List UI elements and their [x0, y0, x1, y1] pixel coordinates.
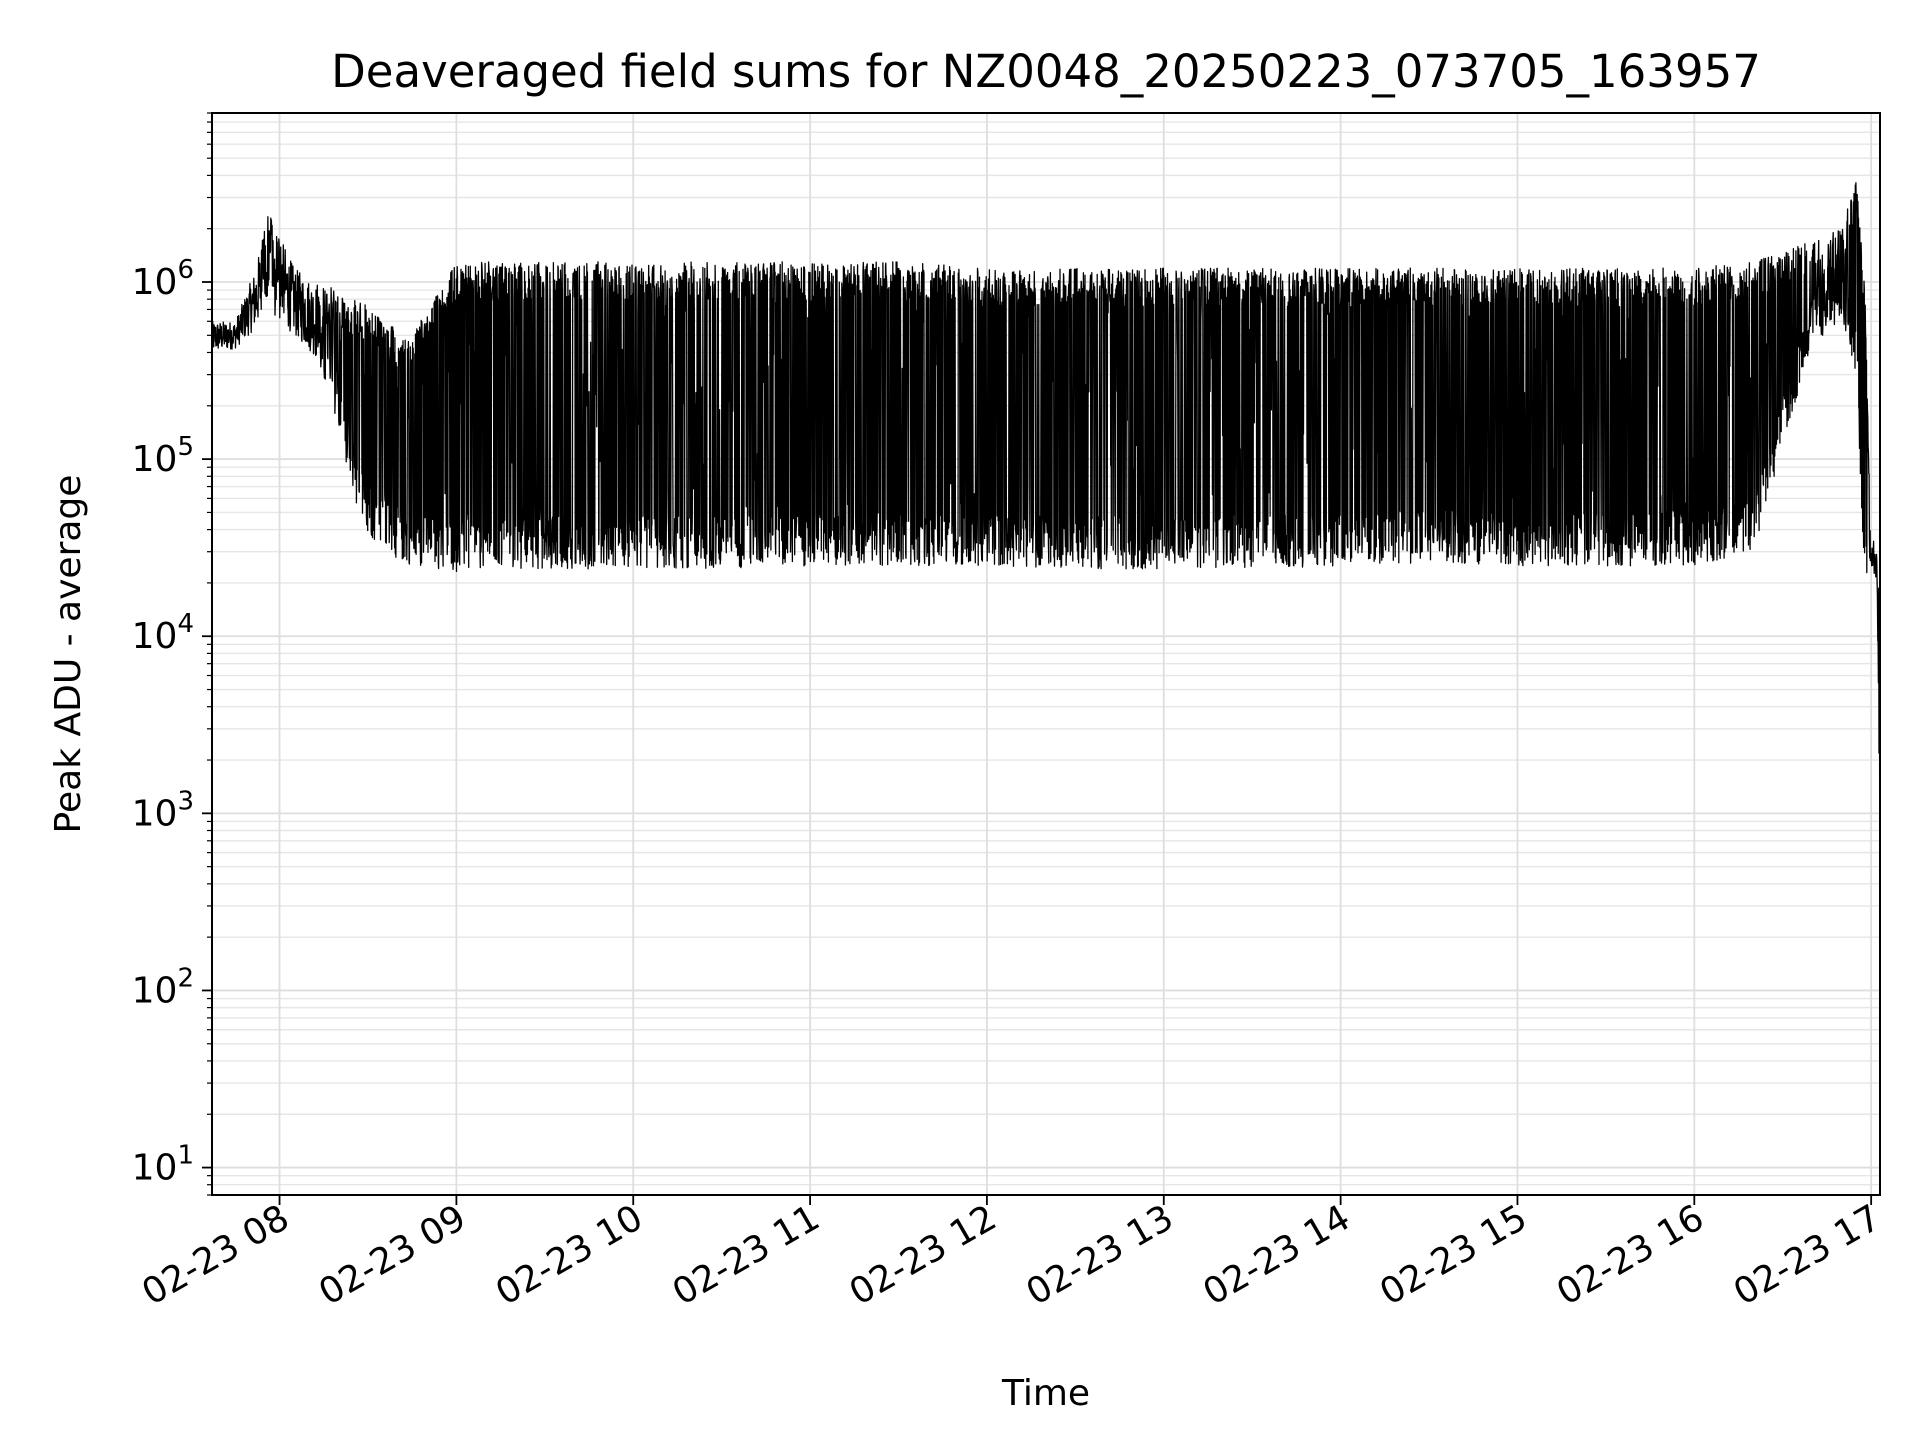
y-axis: 101 102 103 104 105 106	[132, 112, 212, 1196]
y-axis-label: Peak ADU - average	[48, 475, 89, 834]
series-layer	[211, 182, 1881, 823]
y-tick-label: 104	[132, 609, 194, 657]
chart-title: Deaveraged field sums for NZ0048_2025022…	[331, 45, 1761, 98]
series-line	[211, 182, 1881, 823]
y-tick-label: 102	[132, 963, 194, 1011]
x-axis-label: Time	[1001, 1373, 1090, 1414]
y-tick-label: 101	[132, 1141, 194, 1189]
plot-frame	[211, 112, 1881, 1196]
y-tick-label: 106	[132, 255, 194, 303]
y-tick-label: 103	[132, 786, 194, 834]
y-tick-label: 105	[132, 432, 194, 480]
